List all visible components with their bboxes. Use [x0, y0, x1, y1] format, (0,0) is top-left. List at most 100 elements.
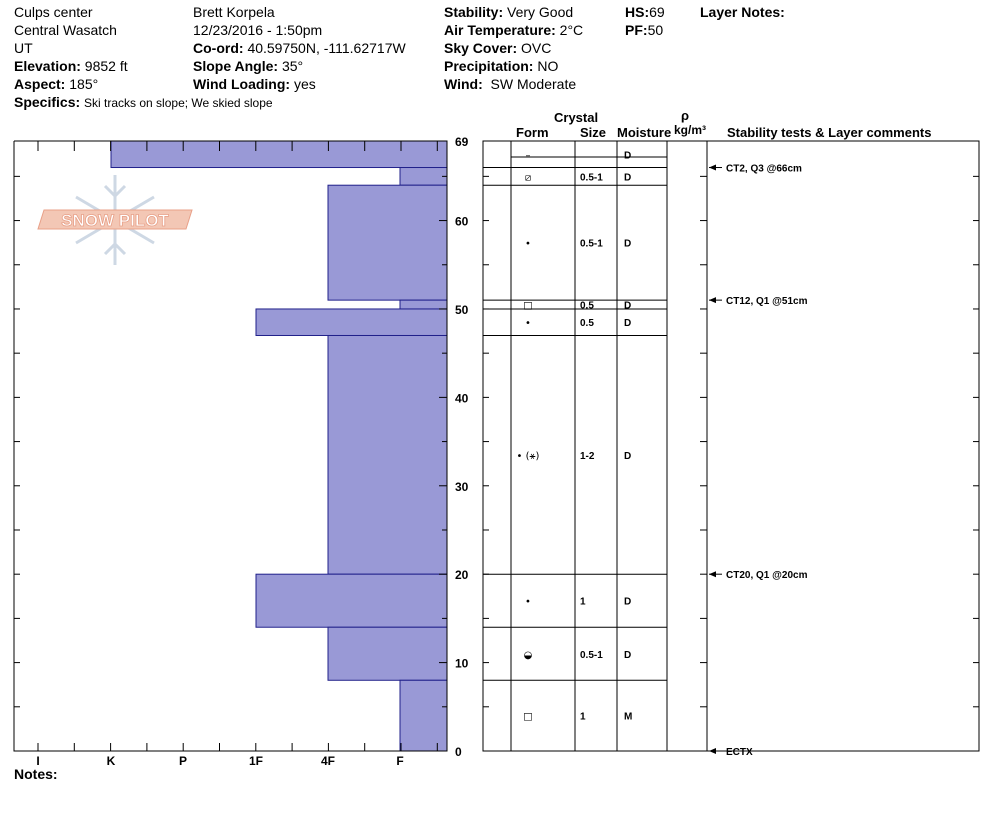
moisture-value: D: [624, 150, 631, 161]
moisture-value: D: [624, 172, 631, 183]
hardness-tick-label: P: [179, 754, 187, 768]
moisture-value: D: [624, 650, 631, 661]
hardness-tick-label: 4F: [321, 754, 335, 768]
grain-size-value: 1: [580, 712, 586, 723]
height-tick-label: 50: [455, 303, 469, 317]
state: UT: [14, 40, 33, 56]
test-arrow-head: [709, 164, 716, 171]
hardness-bar: [255, 573, 448, 628]
grain-size-value: 1-2: [580, 451, 595, 462]
aspect-value: 185°: [69, 76, 99, 92]
stability-test-label: CT12, Q1 @51cm: [726, 296, 808, 307]
moisture-value: M: [624, 712, 632, 723]
grain-form-symbol: •: [525, 597, 531, 608]
precipitation: Precipitation: NO: [444, 58, 558, 74]
wind-loading-value: yes: [293, 76, 316, 92]
height-tick-label: 10: [455, 657, 469, 671]
pf: PF:50: [625, 22, 663, 38]
wind-loading: Wind Loading: yes: [193, 76, 316, 92]
wind-value: SW Moderate: [490, 76, 577, 92]
hardness-bar: [327, 184, 448, 301]
hardness-bar: [399, 167, 448, 186]
height-tick-label: 40: [455, 391, 469, 405]
pf-label: PF:: [625, 22, 648, 38]
crystal-header: Crystal: [554, 110, 599, 125]
hardness-bar: [255, 308, 448, 336]
grain-size-value: 0.5: [580, 318, 594, 329]
air-temp-label: Air Temperature:: [444, 22, 556, 38]
aspect-label: Aspect:: [14, 76, 66, 92]
aspect: Aspect: 185°: [14, 76, 98, 92]
precip-value: NO: [537, 58, 559, 74]
grain-form-symbol: •: [525, 239, 531, 250]
hs-label: HS:: [625, 4, 650, 20]
notes-label: Notes:: [14, 766, 58, 782]
coordinates: Co-ord: 40.59750N, -111.62717W: [193, 40, 406, 56]
height-tick-label: 69: [455, 135, 469, 149]
elevation-value: 9852 ft: [84, 58, 128, 74]
stability-test-label: CT20, Q1 @20cm: [726, 570, 808, 581]
hs: HS:69: [625, 4, 665, 20]
hardness-bar: [327, 334, 448, 575]
slope-label: Slope Angle:: [193, 58, 279, 74]
coord-label: Co-ord:: [193, 40, 244, 56]
grain-size-value: 0.5-1: [580, 650, 603, 661]
grain-form-symbol: □: [523, 712, 532, 723]
rho-header: ρ: [681, 108, 690, 123]
stability-label: Stability:: [444, 4, 504, 20]
grain-size-value: 0.5-1: [580, 172, 603, 183]
grain-size-value: 0.5: [580, 301, 594, 312]
wind-loading-label: Wind Loading:: [193, 76, 291, 92]
air-temp-value: 2°C: [559, 22, 584, 38]
stability-comments-header: Stability tests & Layer comments: [727, 125, 932, 140]
hardness-bar: [399, 299, 448, 310]
form-header: Form: [516, 125, 549, 140]
precip-label: Precipitation:: [444, 58, 534, 74]
stability-test-label: CT2, Q3 @66cm: [726, 164, 802, 175]
air-temperature: Air Temperature: 2°C: [444, 22, 583, 38]
specifics-value: Ski tracks on slope; We skied slope: [84, 96, 273, 110]
specifics: Specifics: Ski tracks on slope; We skied…: [14, 94, 273, 111]
stability: Stability: Very Good: [444, 4, 573, 20]
specifics-label: Specifics:: [14, 94, 81, 110]
hardness-tick-label: I: [36, 754, 39, 768]
logo-text: SNOW PILOT: [61, 211, 169, 230]
grain-size-value: 1: [580, 597, 586, 608]
test-arrow-head: [709, 748, 716, 754]
test-arrow-head: [709, 297, 716, 304]
range: Central Wasatch: [14, 22, 117, 38]
location: Culps center: [14, 4, 93, 20]
hardness-bar: [110, 140, 448, 169]
stability-test-label: ECTX: [726, 747, 753, 758]
grain-size-value: 0.5-1: [580, 239, 603, 250]
test-arrow-head: [709, 571, 716, 578]
moisture-value: D: [624, 597, 631, 608]
height-tick-label: 0: [455, 745, 462, 759]
wind: Wind: SW Moderate: [444, 76, 576, 92]
slope-value: 35°: [281, 58, 304, 74]
height-tick-label: 30: [455, 480, 469, 494]
moisture-value: D: [624, 318, 631, 329]
hs-value: 69: [649, 4, 665, 20]
snow-pilot-logo: SNOW PILOT: [37, 209, 193, 230]
grain-form-symbol: □: [523, 301, 532, 312]
hardness-tick-label: K: [107, 754, 116, 768]
pf-value: 50: [647, 22, 664, 38]
elevation-label: Elevation:: [14, 58, 81, 74]
grain-form-symbol: ⧄: [525, 172, 531, 183]
moisture-value: D: [624, 451, 631, 462]
grain-form-symbol: ◒: [524, 650, 533, 661]
layer-notes-label: Layer Notes:: [700, 4, 785, 20]
layer-table-frame: [482, 140, 980, 752]
elevation: Elevation: 9852 ft: [14, 58, 128, 74]
size-header: Size: [580, 125, 607, 140]
sky-value: OVC: [521, 40, 552, 56]
wind-label: Wind:: [444, 76, 483, 92]
stability-value: Very Good: [507, 4, 574, 20]
moisture-header: Moisture: [617, 125, 672, 140]
hardness-tick-label: F: [396, 754, 403, 768]
density-unit-header: kg/m³: [674, 123, 707, 137]
grain-form-symbol: • (⚹): [517, 451, 540, 462]
